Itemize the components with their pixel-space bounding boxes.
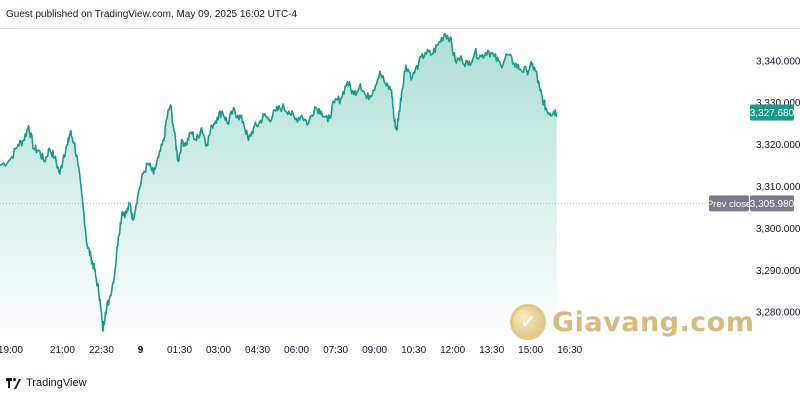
x-tick-label: 09:00 (362, 345, 387, 356)
y-tick-label: 3,340.000 (756, 56, 800, 67)
x-tick-label: 13:30 (479, 345, 504, 356)
y-tick-label: 3,330.000 (756, 98, 800, 109)
price-line (0, 32, 558, 332)
x-tick-label: 04:30 (245, 345, 270, 356)
y-tick-label: 3,310.000 (756, 182, 800, 193)
x-tick-label: 12:00 (440, 345, 465, 356)
y-tick-label: 3,320.000 (756, 140, 800, 151)
x-tick-label: 9 (138, 345, 144, 356)
x-tick-label: 06:00 (284, 345, 309, 356)
published-caption: Guest published on TradingView.com, May … (6, 9, 298, 20)
current-price-badge (750, 104, 794, 121)
prev-close-title: Prev close (707, 199, 751, 210)
x-tick-label: 15:00 (518, 345, 543, 356)
x-tick-label: 19:00 (0, 345, 23, 356)
giavang-logo-icon: ✓ (510, 304, 546, 340)
tradingview-logo-icon (6, 378, 22, 389)
x-tick-label: 16:30 (557, 345, 582, 356)
tradingview-footer[interactable]: TradingView (6, 375, 87, 391)
y-tick-label: 3,290.000 (756, 266, 800, 277)
x-tick-label: 01:30 (167, 345, 192, 356)
giavang-watermark: ✓ Giavang.com (510, 300, 754, 344)
y-tick-label: 3,280.000 (756, 308, 800, 319)
chart-area[interactable]: 19:00 21:00 22:30 9 01:30 03:00 04:30 06:00 07:3… (0, 28, 800, 367)
prev-close-value-badge (750, 195, 794, 212)
prev-close-title-badge (709, 195, 749, 212)
price-chart[interactable]: 19:00 21:00 22:30 9 01:30 03:00 04:30 06:00 07:3… (0, 29, 800, 367)
footer-brand: TradingView (26, 377, 87, 389)
y-tick-label: 3,300.000 (756, 224, 800, 235)
price-area-fill (0, 33, 557, 339)
x-tick-label: 21:00 (50, 345, 75, 356)
x-tick-label: 03:00 (206, 345, 231, 356)
current-price-label: 3,327.680 (750, 108, 795, 119)
prev-close-value: 3,305.980 (750, 199, 795, 210)
x-tick-label: 07:30 (323, 345, 348, 356)
watermark-text: Giavang.com (552, 306, 755, 338)
x-tick-label: 22:30 (89, 345, 114, 356)
x-tick-label: 10:30 (401, 345, 426, 356)
